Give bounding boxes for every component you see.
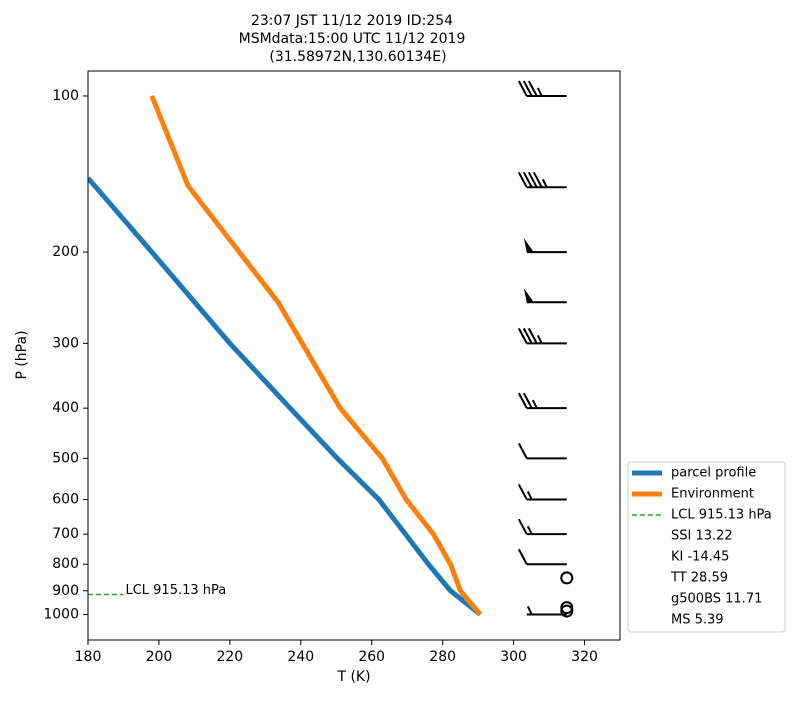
barb-pennant (523, 238, 534, 253)
barb-full (527, 327, 538, 344)
barb-full (517, 518, 528, 535)
plot-area (88, 80, 574, 618)
plot-frame (87, 70, 621, 641)
barb-pennant (523, 288, 534, 303)
wind-barb (523, 288, 567, 304)
y-tick-label: 500 (52, 450, 79, 466)
legend-note: KI -14.45 (671, 550, 729, 565)
barb-half (526, 525, 533, 535)
title-line: (31.58972N,130.60134E) (269, 49, 446, 65)
wind-barb (517, 392, 567, 410)
legend-label: Environment (671, 487, 754, 502)
legend-note: SSI 13.22 (671, 529, 733, 544)
x-tick-label: 300 (500, 649, 527, 665)
y-tick-label: 300 (52, 335, 79, 351)
barb-half (536, 334, 543, 344)
barb-half (526, 606, 533, 615)
wind-barb (526, 606, 567, 616)
barb-full (517, 392, 528, 409)
y-tick-label: 100 (52, 88, 79, 104)
wind-barb (517, 483, 567, 501)
y-tick-label: 600 (52, 491, 79, 507)
y-tick-label: 200 (52, 244, 79, 260)
title-line: MSMdata:15:00 UTC 11/12 2019 (239, 31, 466, 47)
barb-full (527, 171, 538, 188)
barb-full (522, 171, 533, 188)
series-line (88, 176, 482, 617)
x-tick-label: 180 (75, 649, 102, 665)
barb-full (517, 171, 528, 188)
barb-full (517, 483, 528, 500)
series-line (149, 95, 483, 617)
legend-note: TT 28.59 (670, 571, 728, 586)
barb-full (522, 392, 533, 409)
barb-full (517, 327, 528, 344)
x-tick-label: 200 (146, 649, 173, 665)
barb-half (536, 87, 543, 97)
wind-calm (560, 571, 574, 585)
x-tick-label: 260 (358, 649, 385, 665)
wind-barb (517, 171, 567, 189)
wind-barb (517, 442, 567, 460)
wind-barb (523, 238, 567, 254)
barb-full (532, 171, 543, 188)
x-axis-label: T (K) (336, 669, 370, 685)
wind-barb (517, 327, 567, 345)
y-tick-label: 800 (52, 556, 79, 572)
wind-barb (517, 80, 567, 97)
wind-calm (560, 604, 574, 618)
barb-half (526, 491, 533, 500)
wind-barb (517, 548, 567, 566)
x-tick-label: 220 (216, 649, 243, 665)
barb-full (517, 548, 528, 565)
barb-full (517, 442, 528, 459)
y-tick-label: 1000 (43, 606, 79, 622)
x-tick-label: 280 (429, 649, 456, 665)
lcl-annotation: LCL 915.13 hPa (125, 583, 226, 598)
y-axis-label: P (hPa) (14, 330, 30, 379)
barb-full (522, 327, 533, 344)
barb-half (541, 178, 548, 188)
barb-half (531, 399, 538, 409)
legend-note: g500BS 11.71 (671, 592, 762, 607)
legend-label: parcel profile (671, 466, 756, 481)
x-tick-label: 240 (287, 649, 314, 665)
legend-box (627, 461, 786, 633)
wind-barb (517, 518, 567, 536)
barb-full (517, 80, 528, 97)
y-tick-label: 900 (52, 583, 79, 599)
x-tick-label: 320 (571, 649, 598, 665)
y-tick-label: 700 (52, 526, 79, 542)
title-line: 23:07 JST 11/12 2019 ID:254 (251, 13, 453, 29)
y-tick-label: 400 (52, 400, 79, 416)
legend-note: MS 5.39 (671, 613, 724, 628)
barb-full (522, 80, 533, 97)
barb-full (527, 80, 538, 97)
legend-label: LCL 915.13 hPa (671, 508, 772, 523)
